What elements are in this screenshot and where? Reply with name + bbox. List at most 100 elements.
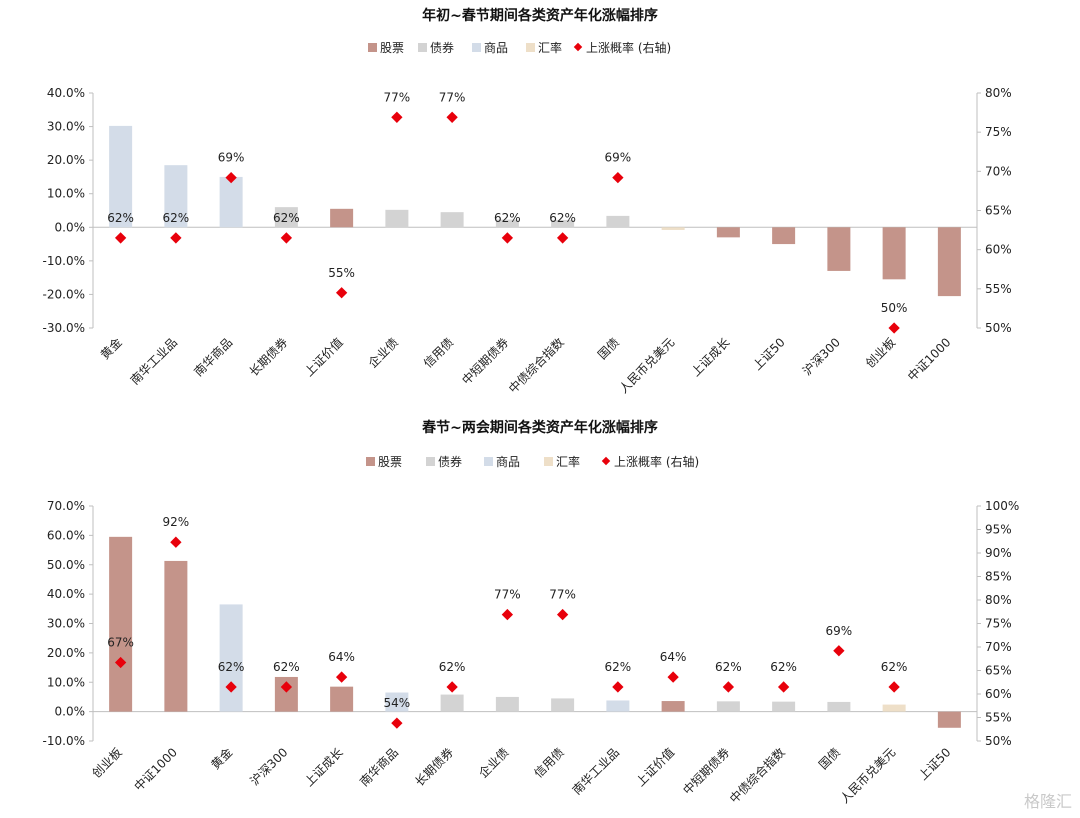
category-label: 国债 [816,745,843,772]
y-left-tick-label: 0.0% [55,705,86,719]
bar [330,686,354,712]
y-right-tick-label: 65% [985,664,1012,678]
probability-point [833,645,845,657]
bar [606,215,630,228]
bar [551,698,575,712]
probability-point [446,681,458,693]
category-label: 南华工业品 [127,335,180,388]
legend-swatch [472,43,481,52]
legend-swatch [368,43,377,52]
category-label: 信用债 [531,745,566,780]
bar [440,212,464,228]
y-right-tick-label: 55% [985,711,1012,725]
category-label: 长期债券 [412,745,457,790]
probability-point [225,681,237,693]
bar [716,227,740,238]
probability-label: 62% [163,211,190,225]
category-label: 黄金 [208,745,236,773]
probability-label: 62% [715,660,742,674]
bar [551,219,575,228]
category-label: 南华商品 [356,745,401,790]
probability-point [335,287,348,299]
legend-swatch [526,43,535,52]
probability-label: 62% [439,660,466,674]
bar [937,227,961,297]
category-label: 南华工业品 [569,745,622,798]
legend-label: 股票 [380,41,404,55]
category-label: 长期债券 [246,335,291,380]
legend-label: 汇率 [556,454,580,469]
bar [606,700,630,712]
bar [385,692,409,712]
legend-swatch [366,457,375,466]
y-left-tick-label: 50.0% [47,558,85,572]
bar [827,701,851,712]
bar [772,227,796,245]
y-left-tick-label: 70.0% [47,499,85,513]
bar [164,560,188,712]
bar [937,711,961,728]
category-label: 人民币兑美元 [837,745,898,806]
legend-swatch [418,43,427,52]
y-left-tick-label: 20.0% [47,646,85,660]
category-label: 国债 [595,335,622,362]
legend-swatch [484,457,493,466]
probability-label: 62% [494,211,521,225]
probability-point [612,171,624,184]
y-right-tick-label: 70% [985,164,1012,178]
probability-label: 67% [107,636,134,650]
probability-point [170,232,182,244]
category-label: 创业板 [863,335,898,370]
legend-label: 商品 [496,454,520,469]
probability-label: 62% [605,660,632,674]
legend-label: 股票 [378,455,402,469]
probability-point [391,111,403,123]
watermark: 格隆汇 [1023,792,1072,811]
legend-swatch [426,457,435,466]
y-right-tick-label: 95% [985,523,1012,537]
bar [219,604,243,712]
category-label: 上证50 [916,745,954,783]
y-left-tick-label: 10.0% [47,675,85,689]
category-label: 沪深300 [247,745,290,788]
y-right-tick-label: 75% [985,617,1012,631]
y-right-tick-label: 65% [985,204,1012,218]
probability-label: 77% [549,588,576,602]
chart-title: 春节~两会期间各类资产年化涨幅排序 [421,419,658,436]
probability-point [556,232,569,244]
y-right-tick-label: 80% [985,86,1012,100]
category-label: 中短期债券 [679,745,732,798]
bar [882,227,906,280]
probability-point [225,171,237,184]
probability-point [280,681,293,693]
y-right-tick-label: 80% [985,593,1012,607]
probability-point [722,681,735,693]
category-label: 创业板 [89,745,124,780]
legend-marker [573,42,583,52]
category-label: 黄金 [97,335,125,363]
probability-point [170,536,182,548]
probability-label: 62% [549,211,576,225]
category-label: 中证1000 [904,335,953,384]
probability-point [114,232,127,244]
y-right-tick-label: 85% [985,570,1012,584]
bar [164,165,188,228]
probability-label: 69% [605,151,632,165]
probability-point [556,608,569,621]
bar [440,694,464,712]
y-right-tick-label: 70% [985,640,1012,654]
bar [274,676,298,712]
probability-label: 62% [273,211,300,225]
probability-label: 62% [881,660,908,674]
category-label: 上证价值 [633,745,678,790]
probability-point [888,681,900,693]
probability-label: 50% [881,301,908,315]
chart-title: 年初~春节期间各类资产年化涨幅排序 [422,7,658,24]
bar [109,536,133,712]
probability-label: 69% [218,151,245,165]
y-left-tick-label: 10.0% [47,187,85,201]
probability-point [335,671,348,683]
y-left-tick-label: -20.0% [43,287,85,301]
